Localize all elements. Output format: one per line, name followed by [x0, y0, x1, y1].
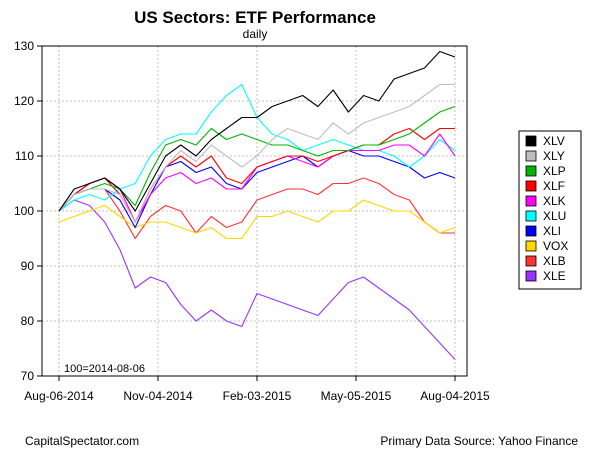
legend-label-xlk: XLK — [543, 194, 566, 208]
y-tick-label: 70 — [21, 369, 35, 383]
y-tick-label: 100 — [14, 204, 34, 218]
legend-swatch-xlk — [525, 195, 537, 207]
x-tick-label: Feb-03-2015 — [223, 389, 292, 403]
series-line-xly — [58, 83, 455, 223]
y-tick-label: 110 — [15, 149, 34, 163]
series-line-xle — [58, 199, 456, 360]
x-tick-label: May-05-2015 — [321, 389, 392, 403]
legend-swatch-xlb — [525, 255, 537, 267]
legend-label-xlp: XLP — [543, 164, 566, 178]
series-line-xlp — [58, 105, 456, 212]
legend-label-vox: VOX — [543, 239, 568, 253]
footer-left: CapitalSpectator.com — [25, 434, 139, 448]
legend-swatch-vox — [525, 240, 537, 252]
y-axis: 70 80 90 100 110 120 130 — [14, 39, 42, 383]
legend-swatch-xlv — [525, 135, 537, 147]
series-line-xli — [58, 149, 456, 229]
legend-swatch-xly — [525, 150, 537, 162]
series-line-xlv — [58, 50, 456, 212]
legend-label-xly: XLY — [543, 149, 565, 163]
y-tick-label: 120 — [14, 94, 34, 108]
series-lines — [58, 50, 456, 360]
legend-swatch-xlu — [525, 210, 537, 222]
legend-label-xlu: XLU — [543, 209, 566, 223]
legend-label-xli: XLI — [543, 224, 561, 238]
x-axis: Aug-06-2014 Nov-04-2014 Feb-03-2015 May-05-… — [24, 376, 490, 403]
chart-subtitle: daily — [243, 27, 268, 41]
legend-label-xlb: XLB — [543, 254, 566, 268]
x-tick-label: Aug-06-2014 — [24, 389, 94, 403]
legend-label-xle: XLE — [543, 269, 566, 283]
footer-right: Primary Data Source: Yahoo Finance — [380, 434, 578, 448]
series-line-vox — [58, 199, 456, 240]
y-tick-label: 130 — [14, 39, 34, 53]
legend-label-xlv: XLV — [543, 134, 565, 148]
baseline-note: 100=2014-08-06 — [64, 363, 145, 375]
legend-swatch-xlf — [525, 180, 537, 192]
x-tick-label: Aug-04-2015 — [420, 389, 490, 403]
chart-title: US Sectors: ETF Performance — [134, 8, 376, 27]
legend-swatch-xli — [525, 225, 537, 237]
x-tick-label: Nov-04-2014 — [123, 389, 193, 403]
y-tick-label: 90 — [21, 259, 35, 273]
legend-swatch-xlp — [525, 165, 537, 177]
legend-label-xlf: XLF — [543, 179, 565, 193]
legend-swatch-xle — [525, 270, 537, 282]
y-tick-label: 80 — [21, 314, 35, 328]
